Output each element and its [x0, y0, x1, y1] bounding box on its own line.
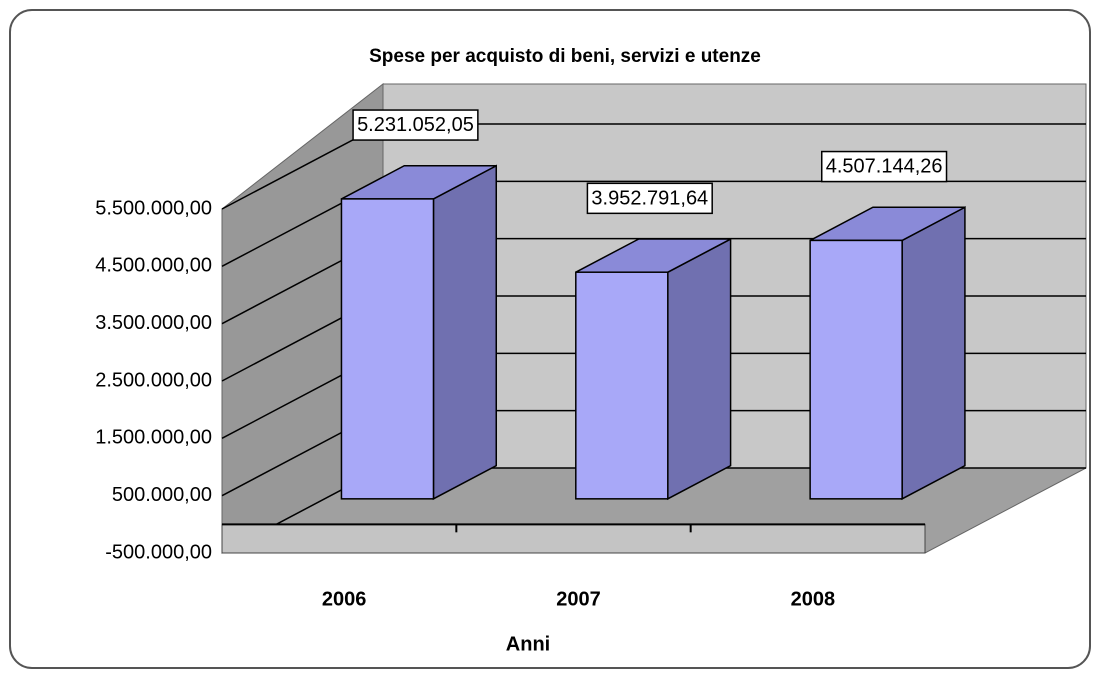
x-tick-label: 2006	[322, 588, 367, 610]
value-label: 5.231.052,05	[357, 114, 474, 136]
y-tick-label: 500.000,00	[112, 484, 212, 506]
y-tick-label: 5.500.000,00	[95, 197, 212, 219]
x-tick-label: 2008	[791, 588, 836, 610]
bar-side	[901, 206, 966, 501]
y-tick-label: 1.500.000,00	[95, 427, 212, 449]
value-label-box	[820, 150, 948, 183]
floor-front	[221, 523, 926, 554]
value-label: 4.507.144,26	[826, 156, 943, 178]
bar-side	[432, 164, 498, 501]
y-tick-label: 4.500.000,00	[95, 255, 212, 277]
bar	[809, 239, 903, 500]
chart-title: Spese per acquisto di beni, servizi e ut…	[369, 46, 761, 67]
x-tick-label: 2007	[556, 588, 601, 610]
y-tick-label: 3.500.000,00	[95, 312, 212, 334]
value-label-box	[586, 182, 713, 215]
bar-side	[667, 237, 732, 501]
bar	[340, 198, 435, 500]
value-label-box	[352, 109, 479, 141]
bar	[575, 271, 669, 500]
y-tick-label: 2.500.000,00	[95, 369, 212, 391]
y-tick-label: -500.000,00	[105, 541, 212, 563]
value-label: 3.952.791,64	[591, 187, 708, 209]
x-axis-title: Anni	[506, 633, 550, 655]
